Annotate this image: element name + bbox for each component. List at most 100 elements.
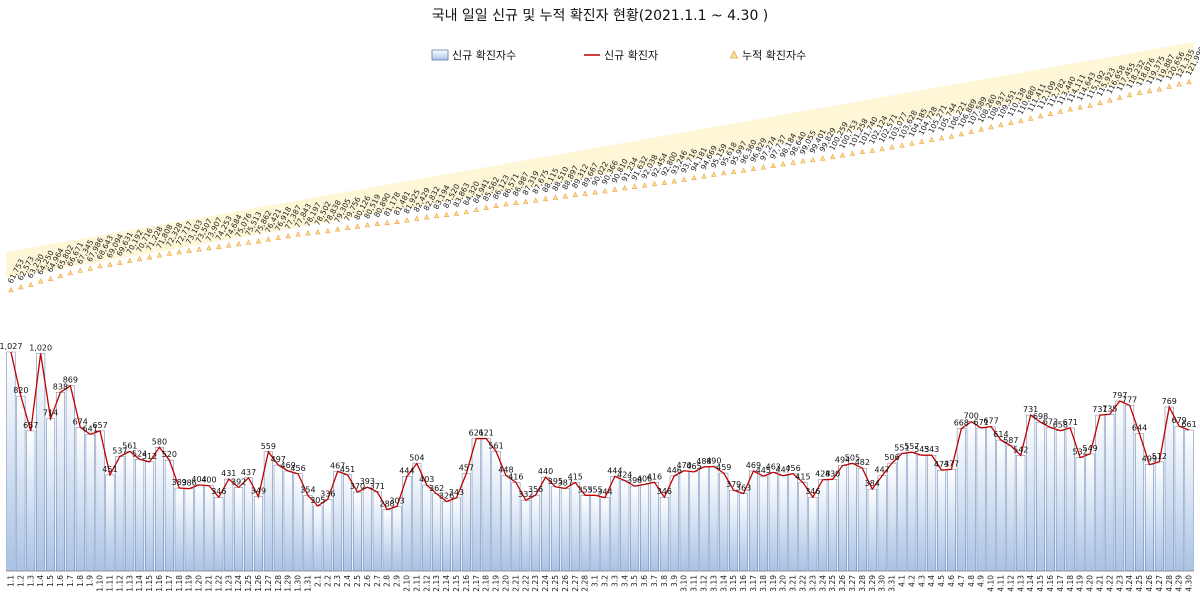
cumulative-marker-2.6: [364, 222, 371, 228]
bar-4.29: [1174, 425, 1184, 572]
value-label-1.9: 641: [83, 424, 98, 433]
bar-2.27: [570, 482, 580, 572]
bar-3.13: [709, 466, 719, 572]
value-label-3.11: 465: [686, 462, 701, 471]
cumulative-marker-2.3: [334, 226, 341, 232]
cumulative-marker-3.22: [800, 158, 806, 164]
x-tick-2.2: 2.2: [323, 575, 332, 587]
cumulative-marker-1.7: [67, 269, 74, 276]
cumulative-marker-2.22: [523, 198, 529, 204]
value-label-3.5: 398: [627, 476, 642, 485]
value-label-4.3: 543: [914, 445, 929, 454]
bar-4.1: [897, 453, 907, 572]
x-tick-1.13: 1.13: [125, 575, 134, 592]
cumulative-marker-4.16: [1047, 110, 1054, 116]
value-label-4.10: 677: [983, 417, 998, 426]
cumulative-layer: 61,75362,57363,23064,25064,96465,80266,6…: [6, 42, 1200, 293]
bar-1.6: [55, 392, 65, 572]
cumulative-marker-1.24: [235, 240, 242, 247]
bar-2.2: [323, 499, 333, 572]
value-label-3.31: 506: [884, 453, 899, 462]
bar-4.11: [996, 439, 1006, 572]
cumulative-marker-4.24: [1126, 91, 1133, 98]
x-tick-2.19: 2.19: [492, 575, 501, 592]
cumulative-marker-4.19: [1077, 104, 1083, 110]
x-tick-3.14: 3.14: [719, 575, 728, 592]
x-tick-3.25: 3.25: [828, 575, 837, 592]
value-label-1.3: 657: [23, 421, 38, 430]
cumulative-marker-3.13: [711, 171, 717, 177]
bar-1.19: [184, 488, 194, 572]
x-tick-1.26: 1.26: [254, 575, 263, 592]
bar-3.6: [640, 484, 650, 572]
x-tick-3.24: 3.24: [818, 575, 827, 592]
bar-1.22: [214, 496, 224, 572]
cumulative-marker-4.22: [1107, 97, 1113, 103]
x-tick-1.2: 1.2: [16, 575, 25, 587]
bar-4.2: [907, 451, 917, 572]
bar-1.24: [234, 487, 244, 572]
cumulative-marker-3.21: [790, 159, 796, 165]
x-tick-4.24: 4.24: [1125, 575, 1134, 592]
cumulative-marker-2.11: [414, 215, 420, 221]
bar-1.13: [125, 451, 135, 572]
x-tick-3.16: 3.16: [739, 575, 748, 592]
x-tick-3.3: 3.3: [610, 575, 619, 587]
cumulative-marker-1.23: [226, 242, 232, 248]
bar-4.8: [966, 421, 976, 572]
value-label-4.29: 679: [1172, 416, 1187, 425]
cumulative-marker-4.14: [1027, 115, 1034, 121]
value-label-2.28: 355: [578, 485, 593, 494]
cumulative-marker-3.10: [681, 176, 687, 182]
bar-4.13: [1016, 455, 1026, 572]
cumulative-marker-4.5: [938, 134, 945, 141]
x-tick-4.18: 4.18: [1066, 575, 1075, 592]
value-label-1.31: 354: [300, 486, 315, 495]
value-label-4.23: 797: [1112, 391, 1127, 400]
value-label-4.15: 698: [1033, 412, 1048, 421]
line-layer: [10, 351, 1190, 511]
value-label-1.17: 520: [162, 450, 177, 459]
value-label-1.8: 674: [73, 417, 88, 426]
x-tick-2.14: 2.14: [442, 575, 451, 592]
value-label-2.14: 326: [439, 491, 454, 500]
bar-1.9: [85, 434, 95, 572]
value-label-2.9: 303: [389, 496, 404, 505]
bar-3.27: [847, 463, 857, 572]
value-label-3.30: 447: [875, 466, 890, 475]
x-tick-4.28: 4.28: [1165, 575, 1174, 592]
cumulative-marker-3.31: [889, 144, 895, 150]
cumulative-marker-2.4: [344, 224, 351, 230]
cumulative-marker-1.19: [186, 247, 192, 253]
cumulative-marker-2.18: [483, 204, 489, 210]
x-tick-1.25: 1.25: [244, 575, 253, 592]
bar-3.25: [828, 479, 838, 572]
bar-4.26: [1144, 464, 1154, 572]
cumulative-marker-4.29: [1176, 81, 1182, 87]
cumulative-marker-3.9: [671, 178, 677, 184]
value-label-2.21: 416: [508, 472, 523, 481]
bar-2.8: [382, 509, 392, 572]
x-tick-1.8: 1.8: [76, 575, 85, 587]
x-tick-4.14: 4.14: [1026, 575, 1035, 592]
x-tick-4.12: 4.12: [1006, 575, 1015, 592]
value-label-2.13: 362: [429, 484, 444, 493]
cumulative-marker-3.27: [849, 150, 856, 156]
x-tick-3.15: 3.15: [729, 575, 738, 592]
x-tick-4.2: 4.2: [907, 575, 916, 587]
legend-cumulative: 누적 확진자수: [742, 49, 806, 62]
x-tick-3.31: 3.31: [888, 575, 897, 592]
bar-1.11: [105, 474, 115, 572]
bar-4.19: [1075, 457, 1085, 572]
value-label-4.11: 614: [993, 430, 1008, 439]
cumulative-marker-2.14: [443, 211, 450, 217]
cumulative-marker-3.8: [661, 179, 668, 185]
bar-4.16: [1045, 427, 1055, 572]
x-tick-3.17: 3.17: [749, 575, 758, 592]
bar-1.17: [164, 459, 174, 572]
value-label-4.22: 735: [1102, 404, 1117, 413]
value-label-3.17: 469: [746, 461, 761, 470]
cumulative-marker-3.1: [592, 189, 598, 195]
cumulative-marker-2.20: [503, 201, 509, 207]
